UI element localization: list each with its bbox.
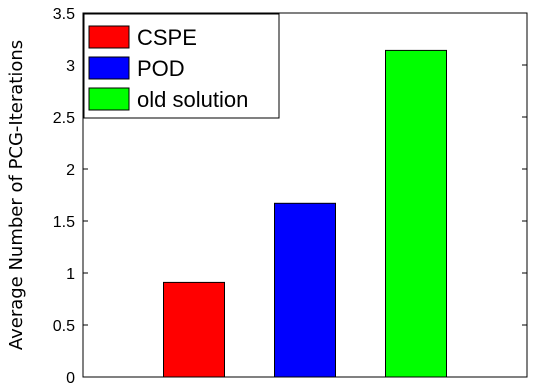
y-tick-label: 0.5 <box>53 318 75 335</box>
legend-swatch-cspe <box>88 25 130 49</box>
y-tick-label: 3.5 <box>53 6 75 23</box>
y-tick-label: 3 <box>66 58 75 75</box>
bar-pod <box>274 202 336 378</box>
bar-cspe <box>163 281 225 378</box>
plot-frame <box>82 12 528 378</box>
y-tick-label: 2.5 <box>53 110 75 127</box>
legend-label-old-solution: old solution <box>137 87 248 112</box>
legend-label-pod: POD <box>137 56 185 81</box>
bar-old-solution <box>385 49 447 378</box>
legend-label-cspe: CSPE <box>137 25 197 50</box>
legend-swatch-old-solution <box>88 87 130 111</box>
legend: CSPE POD old solution <box>83 13 280 119</box>
y-tick-label: 0 <box>66 370 75 385</box>
y-axis-label: Average Number of PCG-Iterations <box>6 40 27 350</box>
y-tick-label: 2 <box>66 162 75 179</box>
y-tick-label: 1.5 <box>53 214 75 231</box>
y-tick-label: 1 <box>66 266 75 283</box>
legend-swatch-pod <box>88 56 130 80</box>
